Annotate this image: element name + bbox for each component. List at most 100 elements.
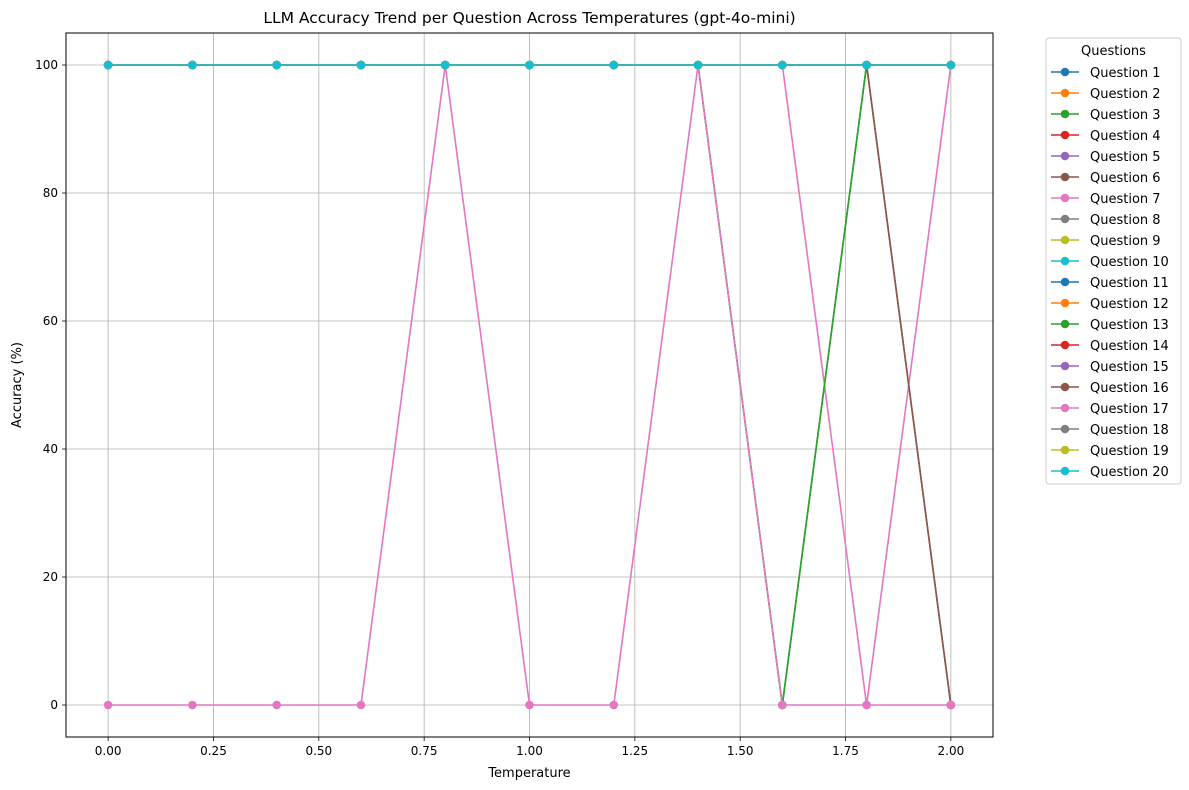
y-tick-label: 40 <box>43 442 58 456</box>
x-tick-label: 0.50 <box>305 744 332 758</box>
legend-item: Question 3 <box>1051 108 1161 123</box>
legend-item: Question 4 <box>1051 129 1161 144</box>
data-point <box>356 60 366 70</box>
legend-label: Question 4 <box>1090 129 1161 144</box>
legend-label: Question 6 <box>1090 171 1161 186</box>
x-tick-label: 2.00 <box>938 744 965 758</box>
data-point <box>862 700 871 710</box>
legend-swatch-marker <box>1060 214 1070 224</box>
legend-box <box>1045 37 1182 485</box>
legend-item: Question 2 <box>1051 87 1161 102</box>
legend-label: Question 14 <box>1090 339 1169 354</box>
legend-swatch-marker <box>1060 130 1070 140</box>
legend-swatch-marker <box>1060 445 1070 455</box>
legend-swatch-marker <box>1060 88 1070 98</box>
data-point <box>356 700 366 710</box>
legend-item: Question 6 <box>1051 171 1161 186</box>
legend-item: Question 17 <box>1051 402 1169 417</box>
legend-item: Question 16 <box>1051 381 1169 396</box>
data-point <box>946 700 956 710</box>
data-point <box>103 700 113 710</box>
legend-item: Question 11 <box>1051 276 1169 291</box>
legend-label: Question 12 <box>1090 297 1169 312</box>
x-tick-label: 0.25 <box>200 744 227 758</box>
x-axis-ticks: 0.00 0.25 0.50 0.75 1.00 1.25 1.50 1.75 2.00 <box>95 737 964 758</box>
y-tick-label: 20 <box>43 570 58 584</box>
legend-item: Question 12 <box>1051 297 1169 312</box>
x-tick-label: 1.00 <box>516 744 543 758</box>
legend-swatch-marker <box>1060 424 1070 434</box>
y-tick-label: 80 <box>43 186 58 200</box>
legend-label: Question 13 <box>1090 318 1169 333</box>
x-tick-label: 1.50 <box>727 744 754 758</box>
legend-swatch-marker <box>1060 172 1070 182</box>
data-point <box>525 700 534 710</box>
legend-item: Question 14 <box>1051 339 1169 354</box>
legend-label: Question 3 <box>1090 108 1161 123</box>
y-tick-label: 0 <box>50 698 58 712</box>
legend-items: Question 1 Question 2 Question 3 Question 4… <box>1051 66 1169 480</box>
data-point <box>609 60 619 70</box>
x-tick-label: 1.25 <box>621 744 648 758</box>
legend-item: Question 15 <box>1051 360 1169 375</box>
data-point <box>946 60 956 70</box>
legend-label: Question 2 <box>1090 87 1161 102</box>
data-point <box>272 60 281 70</box>
legend-label: Question 18 <box>1090 423 1169 438</box>
legend-label: Question 8 <box>1090 213 1161 228</box>
legend-item: Question 5 <box>1051 150 1161 165</box>
legend-label: Question 11 <box>1090 276 1169 291</box>
y-tick-label: 60 <box>43 314 58 328</box>
legend-item: Question 10 <box>1051 255 1169 270</box>
data-point <box>188 60 197 70</box>
y-tick-label: 100 <box>35 58 58 72</box>
data-point <box>440 60 450 70</box>
legend-label: Question 17 <box>1090 402 1169 417</box>
legend-item: Question 13 <box>1051 318 1169 333</box>
legend-item: Question 9 <box>1051 234 1161 249</box>
legend-swatch-marker <box>1060 298 1070 308</box>
legend-swatch-marker <box>1060 382 1070 392</box>
legend-label: Question 15 <box>1090 360 1169 375</box>
data-point <box>272 700 281 710</box>
legend-item: Question 20 <box>1051 465 1169 480</box>
chart-title: LLM Accuracy Trend per Question Across T… <box>263 9 795 27</box>
data-point <box>103 60 113 70</box>
legend-label: Question 9 <box>1090 234 1161 249</box>
legend-label: Question 7 <box>1090 192 1161 207</box>
grid-lines <box>66 33 993 737</box>
legend-swatch-marker <box>1060 466 1070 476</box>
legend-title: Questions <box>1081 44 1146 59</box>
x-axis-title: Temperature <box>487 766 570 781</box>
y-axis-title: Accuracy (%) <box>10 342 25 428</box>
y-axis-ticks: 0 20 40 60 80 100 <box>35 58 66 712</box>
data-point <box>525 60 534 70</box>
legend-swatch-marker <box>1060 403 1070 413</box>
legend-swatch-marker <box>1060 67 1070 77</box>
x-tick-label: 0.00 <box>95 744 122 758</box>
legend-label: Question 16 <box>1090 381 1169 396</box>
legend-item: Question 7 <box>1051 192 1161 207</box>
legend-label: Question 20 <box>1090 465 1169 480</box>
data-point <box>778 60 787 70</box>
legend-swatch-marker <box>1060 361 1070 371</box>
legend-swatch-marker <box>1060 277 1070 287</box>
x-tick-label: 1.75 <box>832 744 859 758</box>
series-20 <box>103 60 956 70</box>
legend-swatch-marker <box>1060 151 1070 161</box>
legend-swatch-marker <box>1060 109 1070 119</box>
legend-swatch-marker <box>1060 319 1070 329</box>
legend-item: Question 18 <box>1051 423 1169 438</box>
legend-label: Question 1 <box>1090 66 1161 81</box>
x-tick-label: 0.75 <box>411 744 438 758</box>
legend-swatch-marker <box>1060 340 1070 350</box>
legend-label: Question 10 <box>1090 255 1169 270</box>
legend-item: Question 1 <box>1051 66 1161 81</box>
legend-item: Question 19 <box>1051 444 1169 459</box>
legend: Questions Question 1 Question 2 Question 3… <box>1045 37 1182 485</box>
data-point <box>778 700 787 710</box>
legend-label: Question 19 <box>1090 444 1169 459</box>
data-point <box>862 60 871 70</box>
legend-label: Question 5 <box>1090 150 1161 165</box>
